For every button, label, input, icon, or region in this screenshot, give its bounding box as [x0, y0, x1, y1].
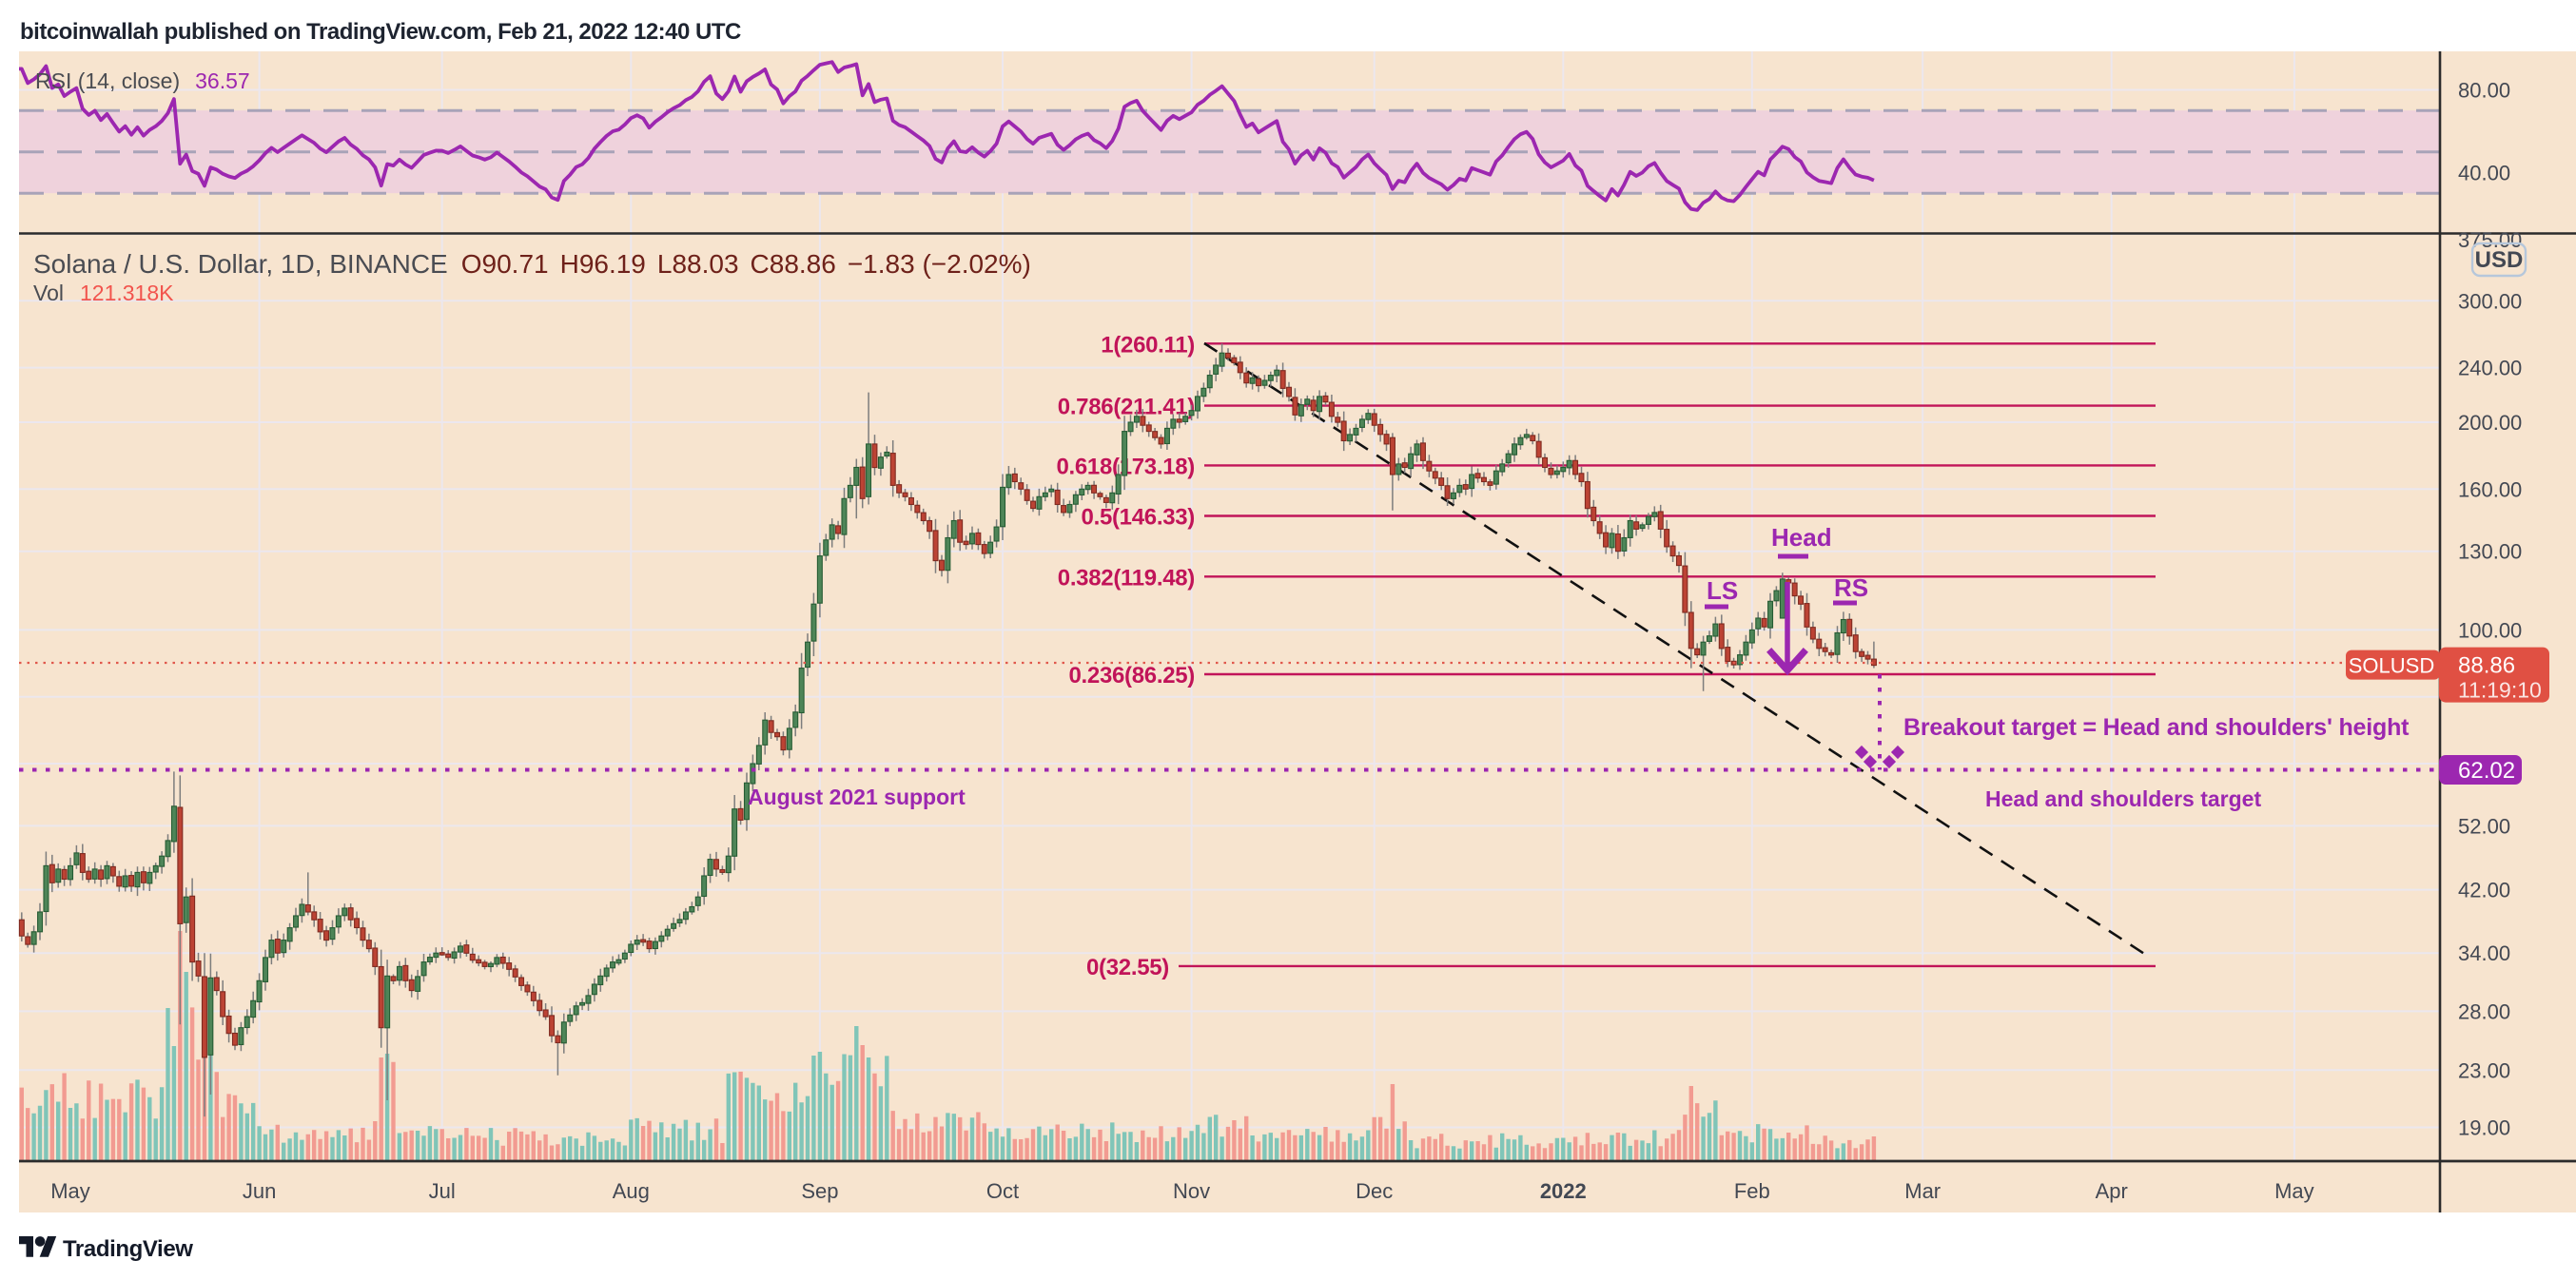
svg-text:100.00: 100.00 — [2458, 618, 2522, 642]
svg-text:88.86: 88.86 — [2458, 653, 2515, 679]
svg-text:Nov: Nov — [1173, 1179, 1210, 1203]
svg-text:23.00: 23.00 — [2458, 1058, 2510, 1082]
svg-text:300.00: 300.00 — [2458, 289, 2522, 313]
svg-text:SOLUSD: SOLUSD — [2349, 654, 2434, 678]
svg-text:TradingView: TradingView — [63, 1236, 193, 1262]
svg-text:LS: LS — [1707, 576, 1738, 605]
svg-text:11:19:10: 11:19:10 — [2458, 678, 2542, 703]
svg-text:Head and shoulders target: Head and shoulders target — [1985, 786, 2261, 811]
svg-text:bitcoinwallah published on Tra: bitcoinwallah published on TradingView.c… — [20, 19, 741, 45]
svg-text:240.00: 240.00 — [2458, 357, 2522, 380]
svg-text:19.00: 19.00 — [2458, 1116, 2510, 1140]
svg-text:May: May — [50, 1179, 90, 1203]
svg-text:Aug: Aug — [613, 1179, 650, 1203]
svg-text:RSI (14, close)36.57: RSI (14, close) 36.57 — [35, 68, 250, 93]
svg-text:80.00: 80.00 — [2458, 79, 2510, 103]
svg-text:34.00: 34.00 — [2458, 941, 2510, 965]
svg-text:42.00: 42.00 — [2458, 879, 2510, 902]
svg-text:May: May — [2274, 1179, 2314, 1203]
svg-text:Feb: Feb — [1734, 1179, 1770, 1203]
svg-text:40.00: 40.00 — [2458, 162, 2510, 185]
svg-text:0.786(211.41): 0.786(211.41) — [1058, 395, 1195, 420]
svg-text:Oct: Oct — [986, 1179, 1019, 1203]
svg-text:1(260.11): 1(260.11) — [1101, 332, 1195, 358]
svg-text:Solana / U.S. Dollar, 1D, BINA: Solana / U.S. Dollar, 1D, BINANCE O90.71 H… — [33, 249, 1031, 279]
svg-text:USD: USD — [2475, 247, 2524, 273]
svg-text:Head: Head — [1771, 523, 1832, 552]
svg-text:130.00: 130.00 — [2458, 540, 2522, 564]
svg-text:Dec: Dec — [1356, 1179, 1393, 1203]
svg-text:0.236(86.25): 0.236(86.25) — [1068, 663, 1195, 688]
svg-text:62.02: 62.02 — [2458, 758, 2515, 784]
svg-text:0.5(146.33): 0.5(146.33) — [1082, 505, 1195, 531]
svg-text:200.00: 200.00 — [2458, 411, 2522, 435]
svg-text:0.382(119.48): 0.382(119.48) — [1058, 565, 1195, 591]
svg-text:160.00: 160.00 — [2458, 477, 2522, 501]
svg-text:August 2021 support: August 2021 support — [748, 785, 966, 809]
svg-text:RS: RS — [1834, 573, 1868, 602]
svg-text:Apr: Apr — [2096, 1179, 2128, 1203]
svg-text:2022: 2022 — [1540, 1179, 1587, 1203]
svg-text:Sep: Sep — [801, 1179, 838, 1203]
svg-text:Breakout target = Head and sho: Breakout target = Head and shoulders' he… — [1903, 714, 2410, 741]
svg-text:52.00: 52.00 — [2458, 814, 2510, 838]
svg-text:Mar: Mar — [1904, 1179, 1941, 1203]
svg-text:0(32.55): 0(32.55) — [1086, 955, 1169, 980]
svg-text:375.00: 375.00 — [2458, 228, 2522, 252]
svg-text:28.00: 28.00 — [2458, 999, 2510, 1023]
svg-text:Jul: Jul — [429, 1179, 456, 1203]
svg-text:Jun: Jun — [243, 1179, 276, 1203]
